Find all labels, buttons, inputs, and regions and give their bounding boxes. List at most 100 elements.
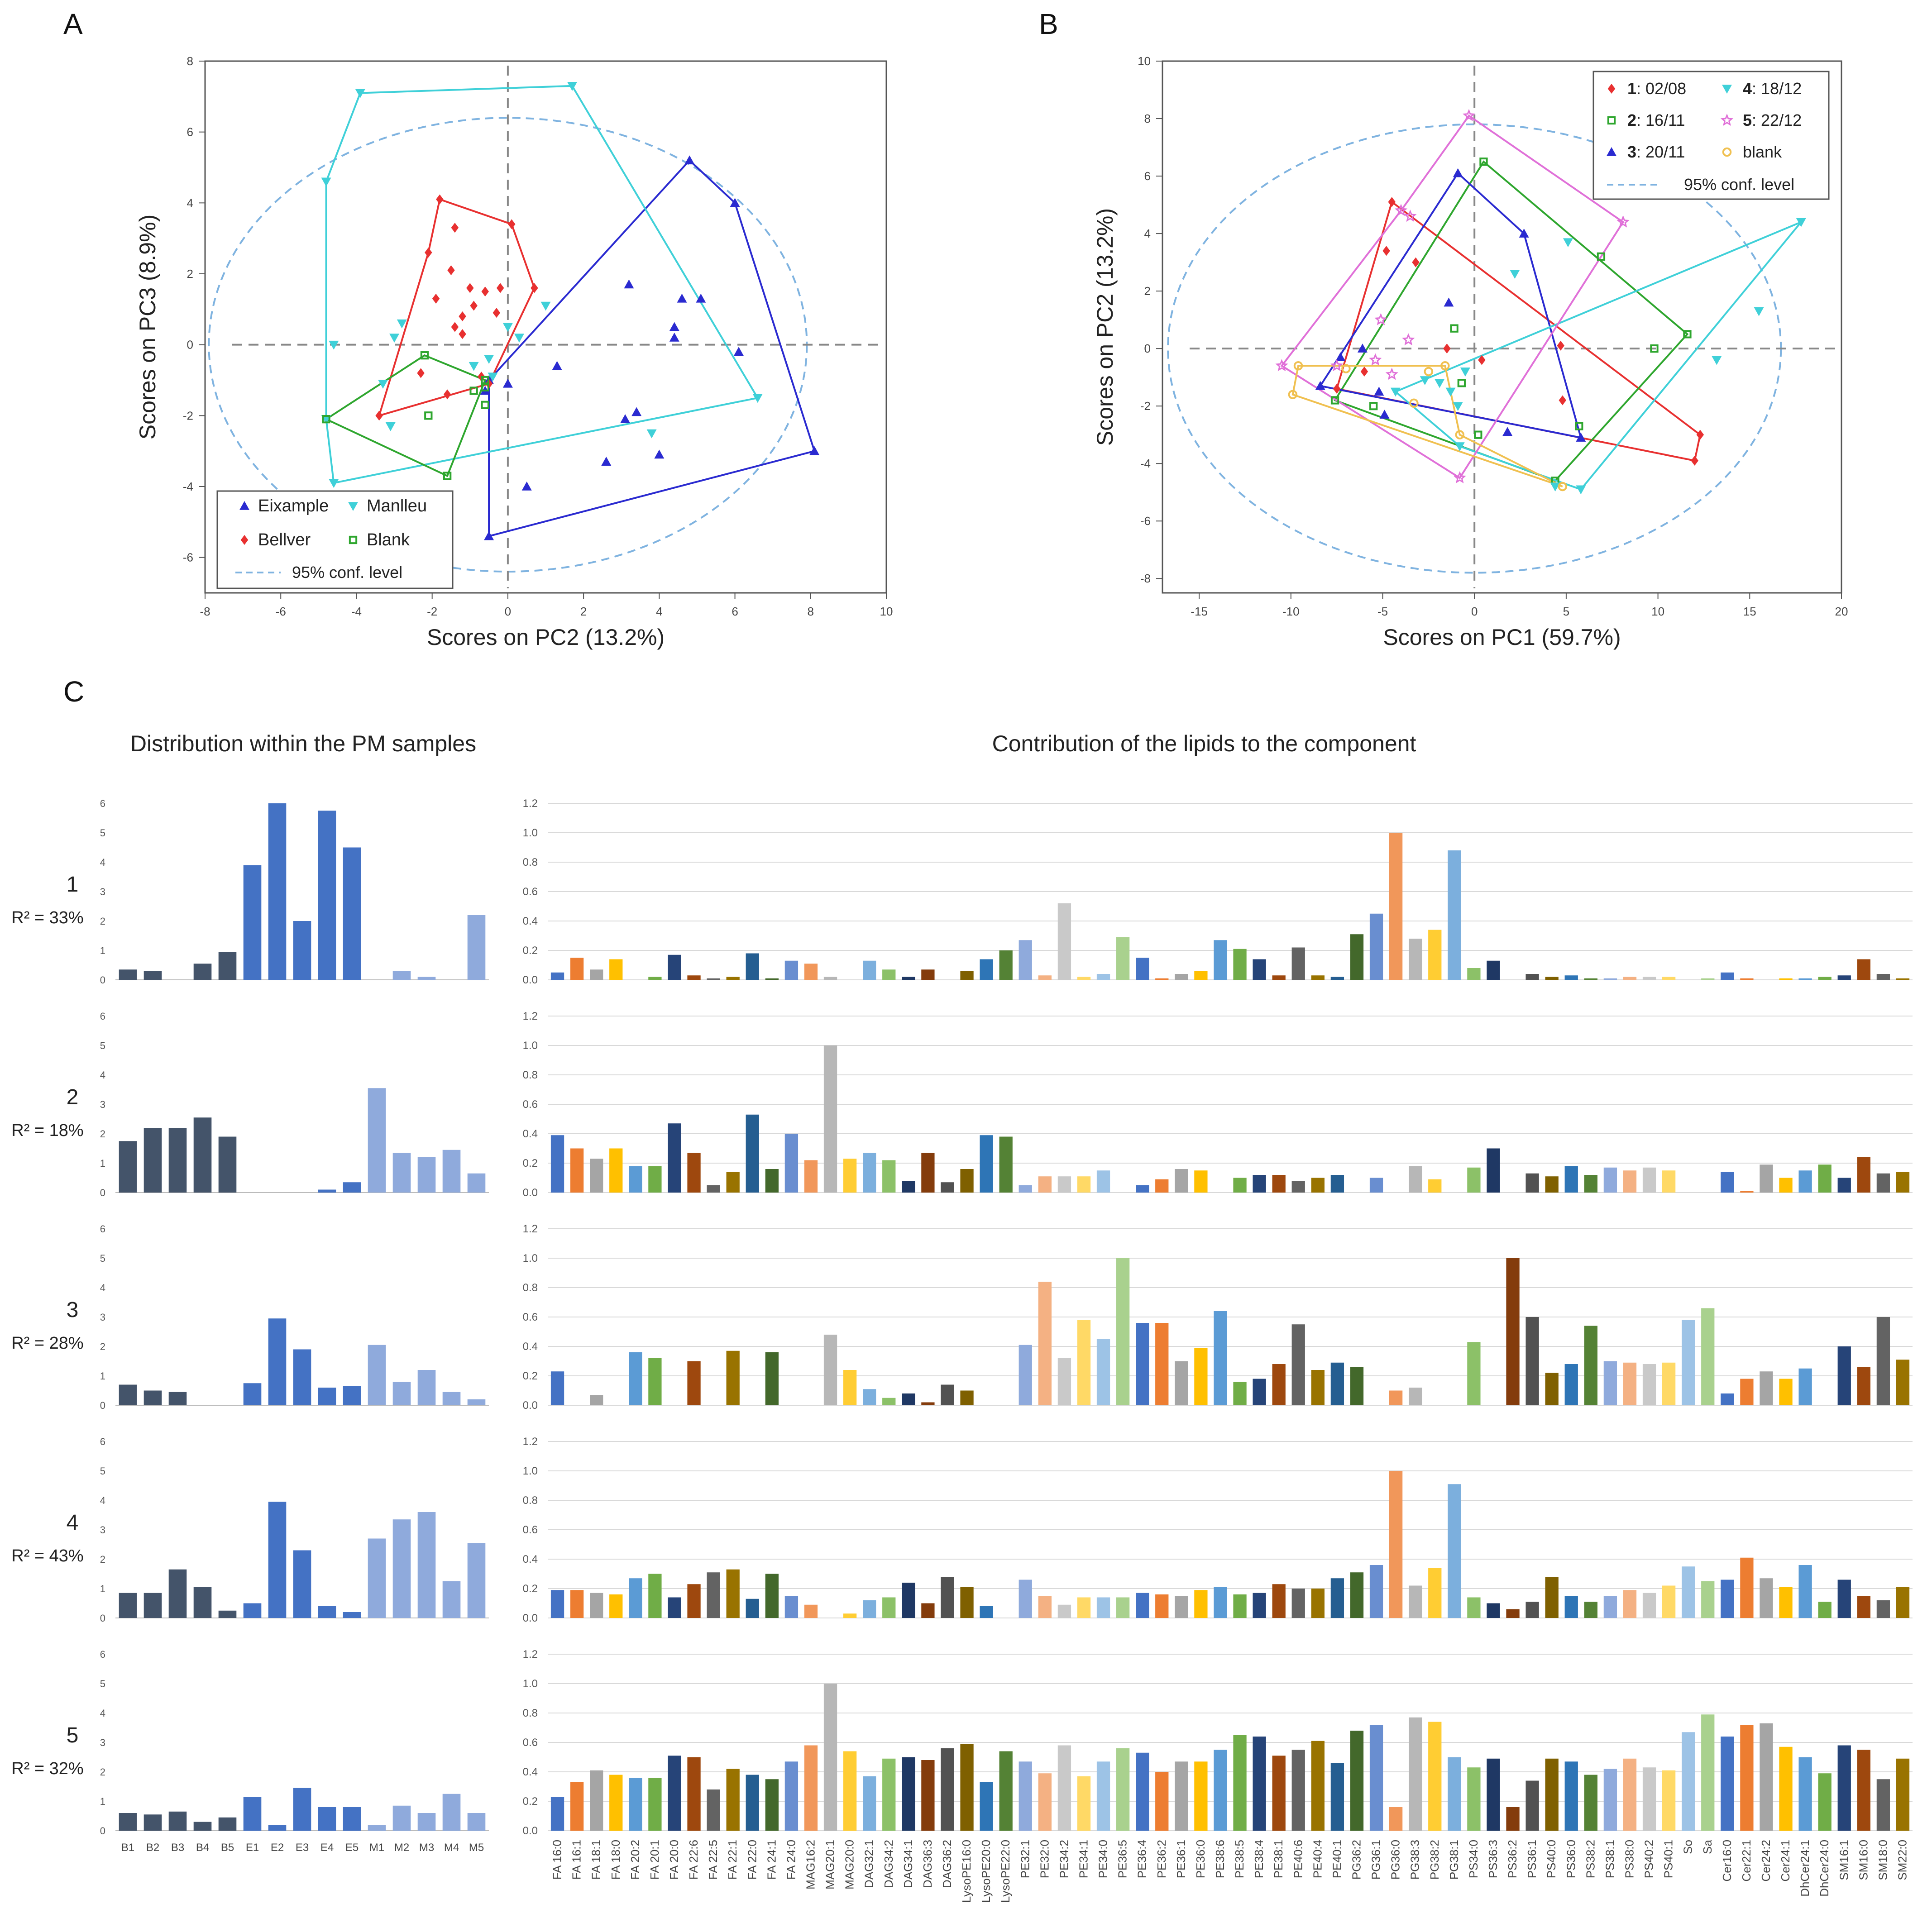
sample-y-tick: 6 bbox=[100, 1011, 105, 1022]
lipid-bar bbox=[1428, 1722, 1442, 1831]
x-tick-label: 15 bbox=[1743, 605, 1756, 618]
lipid-bar bbox=[784, 1596, 799, 1618]
lipid-bar bbox=[980, 959, 993, 980]
lipid-bar bbox=[1779, 1379, 1793, 1405]
lipid-bar bbox=[882, 1758, 896, 1831]
lipid-bar bbox=[1876, 1317, 1890, 1405]
lipid-bar bbox=[1291, 947, 1305, 980]
data-point bbox=[1453, 471, 1466, 483]
lipid-category-label: PE36:2 bbox=[1155, 1840, 1168, 1878]
data-point bbox=[1275, 359, 1288, 372]
lipid-bar bbox=[1155, 1594, 1169, 1618]
lipid-bar bbox=[629, 1578, 642, 1618]
data-point bbox=[329, 340, 339, 350]
data-point bbox=[481, 401, 489, 409]
legend-marker bbox=[1607, 84, 1616, 94]
lipid-bar bbox=[609, 1148, 623, 1193]
lipid-bar bbox=[1564, 1761, 1578, 1831]
sample-bar bbox=[392, 1153, 411, 1193]
lipid-category-label: SM16:1 bbox=[1837, 1840, 1851, 1880]
lipid-bar bbox=[1564, 1596, 1578, 1618]
sample-bar bbox=[392, 1519, 411, 1618]
data-point bbox=[1510, 270, 1520, 279]
lipid-category-label: FA 20:2 bbox=[628, 1840, 642, 1880]
data-point bbox=[1385, 367, 1398, 380]
sample-y-tick: 0 bbox=[100, 1187, 105, 1198]
lipid-bar bbox=[1760, 1164, 1773, 1193]
lipid-category-label: PE32:0 bbox=[1038, 1840, 1051, 1878]
lipid-bar bbox=[746, 1775, 759, 1831]
lipid-bar bbox=[707, 1789, 720, 1831]
data-point bbox=[1293, 361, 1303, 371]
data-point bbox=[1576, 433, 1586, 442]
y-tick-label: 0 bbox=[187, 338, 193, 352]
data-point bbox=[1597, 252, 1606, 261]
lipid-bar bbox=[1272, 975, 1286, 980]
lipid-bar bbox=[1272, 1364, 1286, 1405]
lipid-bar bbox=[1291, 1750, 1305, 1831]
lipid-category-label: So bbox=[1681, 1840, 1695, 1854]
lipid-y-tick: 0.6 bbox=[523, 1098, 538, 1111]
y-tick-label: -4 bbox=[183, 480, 193, 493]
data-point bbox=[355, 89, 365, 98]
lipid-category-label: PS36:1 bbox=[1525, 1840, 1539, 1878]
lipid-category-label: PE32:1 bbox=[1018, 1840, 1032, 1878]
sample-bar bbox=[218, 1610, 237, 1618]
lipid-category-label: FA 22:6 bbox=[687, 1840, 700, 1880]
data-point bbox=[1369, 402, 1378, 410]
legend-marker bbox=[1607, 116, 1616, 125]
y-tick-label: 10 bbox=[1138, 54, 1151, 68]
lipid-bar bbox=[1214, 940, 1227, 980]
lipid-category-label: Cer24:2 bbox=[1759, 1840, 1773, 1882]
lipid-bar bbox=[1019, 1579, 1032, 1618]
lipid-bar bbox=[1369, 913, 1383, 980]
lipid-y-tick: 0.2 bbox=[523, 1795, 538, 1808]
x-tick-label: 0 bbox=[505, 605, 511, 618]
lipid-bar bbox=[550, 1797, 564, 1831]
sample-bar bbox=[218, 952, 237, 980]
lipid-bar bbox=[1175, 1361, 1188, 1405]
lipid-bar bbox=[668, 1756, 681, 1831]
component-number: 2 bbox=[67, 1085, 79, 1109]
lipid-y-tick: 0.6 bbox=[523, 886, 538, 898]
sample-y-tick: 1 bbox=[100, 945, 105, 956]
lipid-y-tick: 0.0 bbox=[523, 1825, 538, 1837]
lipid-bar bbox=[1760, 1723, 1773, 1831]
sample-y-tick: 1 bbox=[100, 1370, 105, 1382]
lipid-bar bbox=[1175, 1596, 1188, 1618]
legend-label: 3: 20/11 bbox=[1627, 143, 1685, 161]
lipid-y-tick: 0.0 bbox=[523, 1399, 538, 1412]
lipid-bar bbox=[941, 1748, 954, 1831]
lipid-bar bbox=[1311, 1589, 1325, 1618]
lipid-bar bbox=[999, 1136, 1013, 1193]
sample-bar bbox=[392, 1805, 411, 1831]
lipid-bar bbox=[882, 1398, 896, 1405]
legend-frame bbox=[1592, 71, 1830, 200]
lipid-bar bbox=[1428, 1568, 1442, 1618]
lipid-bar bbox=[550, 1135, 564, 1193]
sample-bar bbox=[467, 1399, 486, 1405]
lipid-category-label: PE38:4 bbox=[1252, 1840, 1266, 1878]
x-tick-label: 10 bbox=[1651, 605, 1664, 618]
lipid-category-label: LysoPE22:0 bbox=[999, 1840, 1012, 1903]
lipid-bar bbox=[902, 977, 915, 980]
lipid-bar bbox=[1038, 1176, 1052, 1193]
sample-bar bbox=[243, 1383, 262, 1405]
data-point bbox=[1474, 430, 1482, 439]
lipid-bar bbox=[1428, 1179, 1442, 1193]
y-tick-label: 2 bbox=[187, 267, 193, 281]
lipid-category-label: MAG20:1 bbox=[823, 1840, 837, 1890]
data-point bbox=[502, 323, 513, 332]
lipid-category-label: SM22:0 bbox=[1895, 1840, 1909, 1880]
lipid-category-label: PS38:2 bbox=[1583, 1840, 1597, 1878]
lipid-bar bbox=[726, 1769, 740, 1831]
group-points-b bbox=[1275, 109, 1806, 495]
lipid-bar bbox=[921, 969, 935, 980]
lipid-bar bbox=[804, 1745, 818, 1831]
lipid-bar bbox=[1467, 1767, 1481, 1831]
data-point bbox=[389, 334, 400, 343]
lipid-bar bbox=[1545, 1577, 1559, 1618]
component-number: 5 bbox=[67, 1723, 79, 1747]
sample-y-tick: 0 bbox=[100, 1613, 105, 1624]
x-tick-label: 4 bbox=[656, 605, 662, 618]
